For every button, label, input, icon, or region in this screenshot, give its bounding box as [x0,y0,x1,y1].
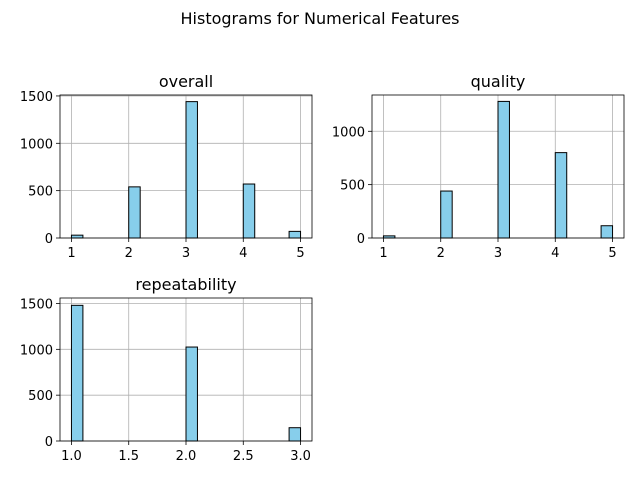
figure-title: Histograms for Numerical Features [181,9,460,28]
histogram-quality: 1 2 3 4 5 0 500 1000 quality [332,72,625,261]
y-tick-label: 500 [28,185,53,200]
x-tick-label: 1 [379,246,387,261]
x-tick-label: 4 [239,246,247,261]
y-tick-label: 1000 [20,343,53,358]
y-tick-label: 1000 [20,137,53,152]
subplot-title: overall [159,72,213,91]
histogram-bar [185,346,198,442]
histogram-bar [497,100,510,239]
x-tick-label: 2 [437,246,445,261]
y-tick-label: 500 [28,389,53,404]
histogram-bar [288,230,302,239]
histogram-bar [242,183,256,239]
histogram-bar [128,186,141,239]
histogram-bar [70,304,84,442]
x-tick-label: 3.0 [290,449,311,464]
y-tick-label: 0 [45,435,53,450]
histogram-repeatability: 1.0 1.5 2.0 2.5 3.0 0 500 1000 1500 repeatability [20,275,313,464]
subplot-title: quality [471,72,526,91]
y-tick-label: 1000 [332,125,365,140]
y-tick-label: 0 [45,232,53,247]
histogram-bar [600,225,614,239]
x-tick-label: 1 [67,246,75,261]
histogram-bar [554,152,568,239]
x-tick-label: 2.0 [176,449,197,464]
x-tick-label: 3 [182,246,190,261]
histogram-overall: 1 2 3 4 5 0 500 1000 1500 overall [20,72,313,261]
x-tick-label: 2.5 [233,449,254,464]
x-tick-label: 1.0 [61,449,82,464]
subplot-title: repeatability [135,275,236,294]
histogram-bar [70,234,84,239]
histogram-bar [440,190,453,239]
y-tick-label: 0 [357,232,365,247]
y-tick-label: 500 [340,179,365,194]
x-tick-label: 2 [125,246,133,261]
x-tick-label: 4 [551,246,559,261]
histogram-bar [185,101,198,239]
histogram-bar [288,427,302,442]
x-tick-label: 3 [494,246,502,261]
x-tick-label: 1.5 [118,449,139,464]
x-tick-label: 5 [608,246,616,261]
x-tick-label: 5 [296,246,304,261]
y-tick-label: 1500 [20,298,53,313]
y-tick-label: 1500 [20,90,53,105]
